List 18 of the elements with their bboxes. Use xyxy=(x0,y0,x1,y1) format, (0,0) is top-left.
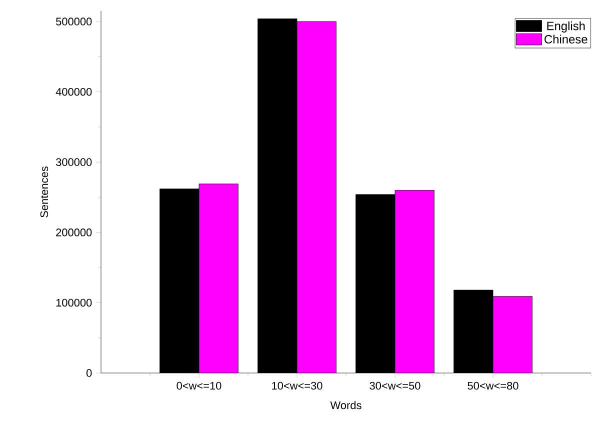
bar xyxy=(492,296,532,373)
legend-label: English xyxy=(547,21,585,33)
x-tick-label: 50<w<=80 xyxy=(468,382,518,390)
y-tick-label: 0 xyxy=(86,369,92,377)
y-tick-label: 500000 xyxy=(56,18,92,26)
y-axis-title: Sentences xyxy=(40,166,48,218)
x-axis-title: Words xyxy=(330,401,362,410)
legend-label: Chinese xyxy=(544,34,588,44)
bar xyxy=(297,22,336,373)
y-tick-label: 300000 xyxy=(56,158,92,166)
y-tick-label: 400000 xyxy=(56,88,92,96)
bar xyxy=(199,184,238,373)
x-tick-label: 30<w<=50 xyxy=(370,382,420,390)
bar xyxy=(395,190,434,373)
x-tick-label: 10<w<=30 xyxy=(272,382,322,390)
x-tick-label: 0<w<=10 xyxy=(176,382,222,390)
y-tick-label: 200000 xyxy=(56,228,92,236)
y-tick-label: 100000 xyxy=(56,298,92,307)
